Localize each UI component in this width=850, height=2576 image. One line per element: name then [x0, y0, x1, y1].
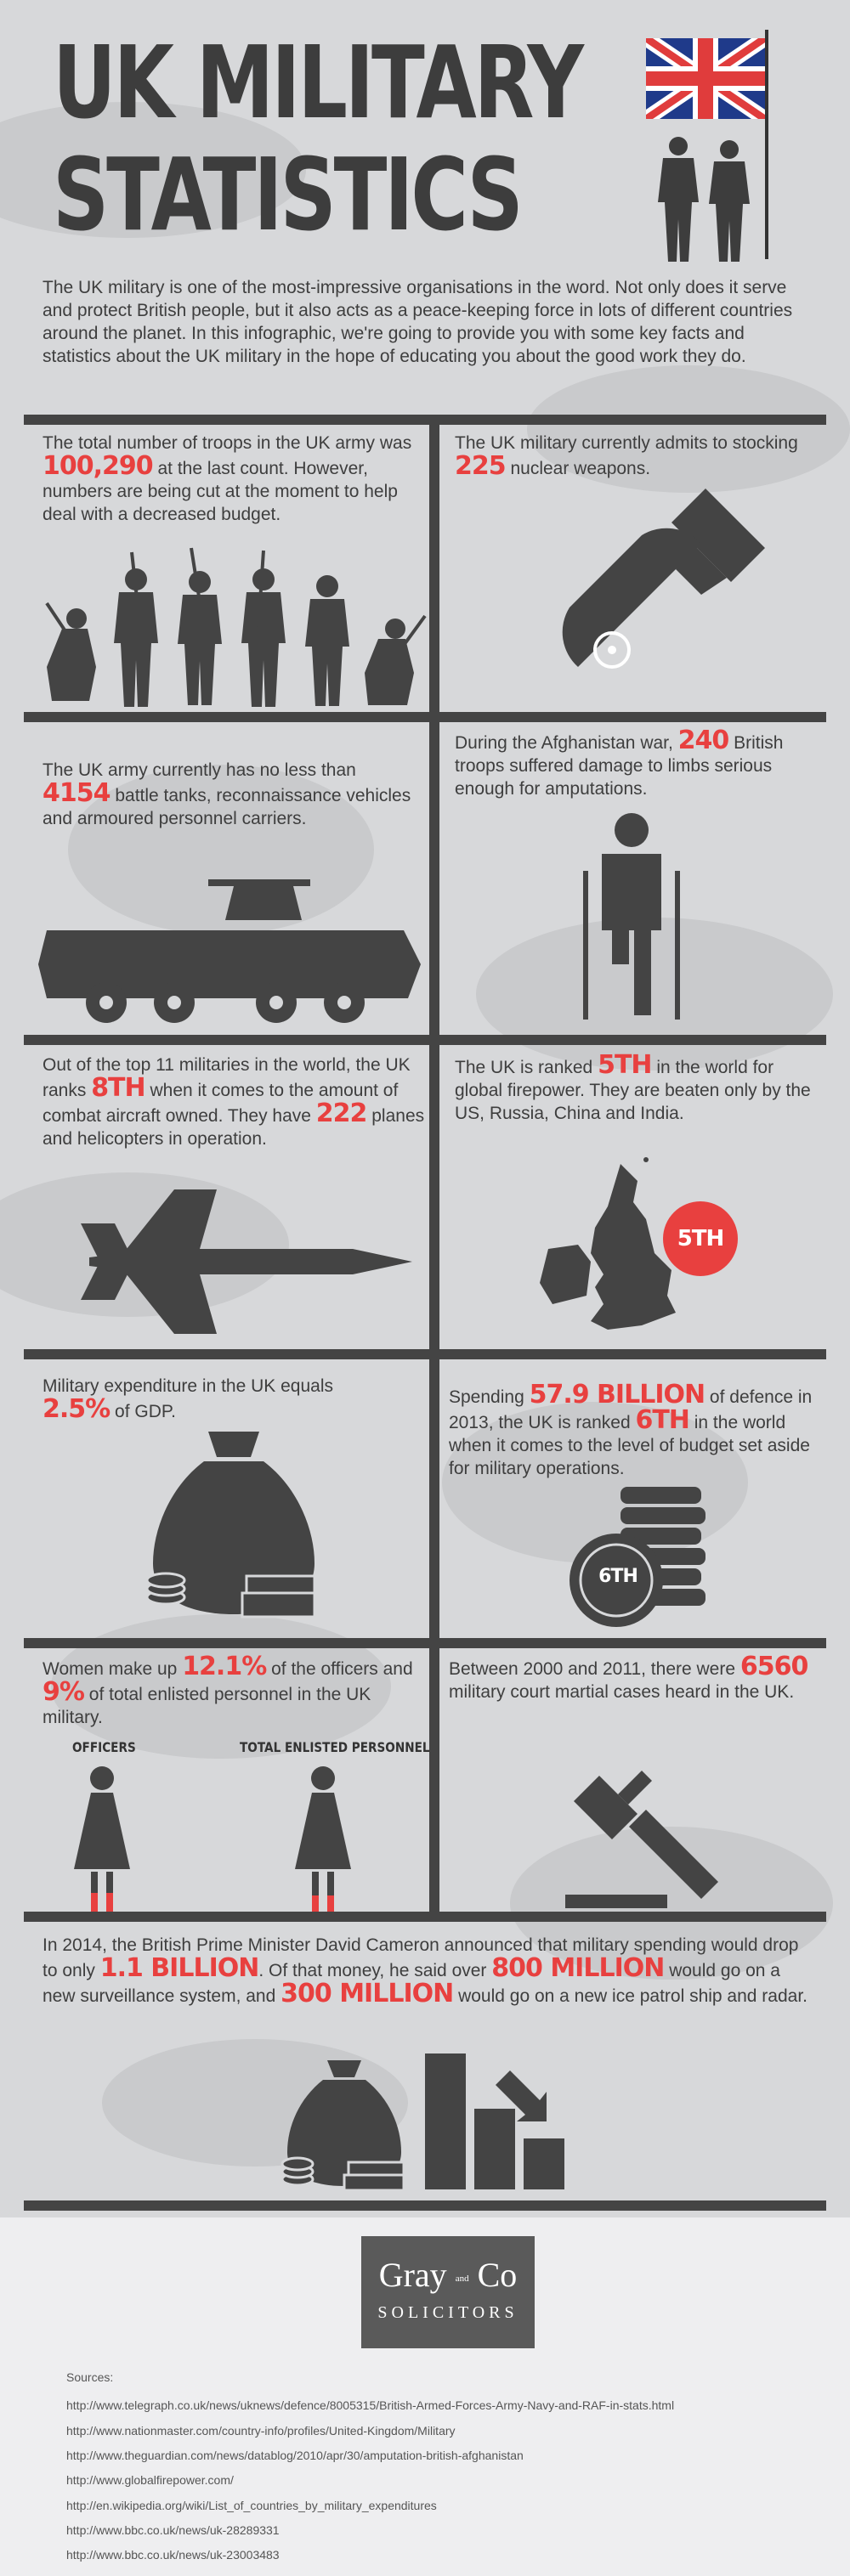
divider	[24, 1638, 826, 1648]
source-link[interactable]: http://www.bbc.co.uk/news/uk-23003483	[66, 2548, 280, 2562]
female-officer-icon	[74, 1766, 130, 1912]
divider	[24, 1035, 826, 1045]
tanks-text: The UK army currently has no less than 4…	[42, 760, 411, 828]
sources-heading: Sources:	[66, 2370, 114, 2384]
divider	[429, 415, 439, 1922]
aircraft-text: Out of the top 11 militaries in the worl…	[42, 1055, 425, 1149]
bomb-icon	[562, 489, 765, 669]
fighter-jet-icon	[81, 1189, 412, 1334]
divider	[24, 1912, 826, 1922]
source-link[interactable]: http://www.nationmaster.com/country-info…	[66, 2424, 456, 2438]
camouflage-background	[0, 102, 850, 2166]
firepower-text: The UK is ranked 5TH in the world for gl…	[455, 1050, 811, 1124]
amputations-text: During the Afghanistan war, 240 British …	[455, 726, 784, 799]
spending-text: In 2014, the British Prime Minister Davi…	[42, 1935, 808, 2008]
officers-label: OFFICERS	[72, 1739, 136, 1755]
source-link[interactable]: http://en.wikipedia.org/wiki/List_of_cou…	[66, 2499, 437, 2512]
source-link[interactable]: http://www.bbc.co.uk/news/uk-28289331	[66, 2523, 280, 2537]
divider	[24, 415, 826, 425]
troops-text: The total number of troops in the UK arm…	[42, 433, 412, 524]
gavel-icon	[565, 1771, 718, 1908]
money-bag-icon	[145, 1432, 316, 1618]
title-line-2: STATISTICS	[53, 136, 524, 253]
coin-stack-icon	[570, 1487, 706, 1627]
rank-5th-badge: 5TH	[663, 1201, 738, 1276]
intro-paragraph: The UK military is one of the most-impre…	[42, 278, 793, 366]
coin-label: 6TH	[598, 1566, 638, 1587]
divider	[24, 1349, 826, 1359]
title-line-1: UK MILITARY	[53, 24, 584, 141]
source-link[interactable]: http://www.theguardian.com/news/datablog…	[66, 2449, 524, 2462]
soldiers-icon	[45, 547, 427, 707]
money-bag-small-icon	[280, 2060, 405, 2192]
female-enlisted-icon	[295, 1766, 351, 1912]
budget-text: Spending 57.9 BILLION of defence in 2013…	[449, 1380, 813, 1479]
gray-and-co-logo: Gray and Co SOLICITORS	[361, 2236, 535, 2348]
source-link[interactable]: http://www.telegraph.co.uk/news/uknews/d…	[66, 2398, 675, 2412]
nuclear-text: The UK military currently admits to stoc…	[455, 433, 798, 481]
divider	[24, 2200, 826, 2211]
armoured-vehicle-icon	[38, 879, 421, 1023]
source-link[interactable]: http://www.globalfirepower.com/	[66, 2473, 234, 2487]
enlisted-label: TOTAL ENLISTED PERSONNEL	[240, 1739, 430, 1755]
divider	[24, 712, 826, 722]
women-text: Women make up 12.1% of the officers and …	[42, 1652, 413, 1728]
declining-bar-icon	[425, 2053, 564, 2189]
soldiers-flag-icon	[646, 30, 768, 262]
court-martial-text: Between 2000 and 2011, there were 6560 m…	[449, 1652, 808, 1703]
uk-map-icon	[540, 1157, 676, 1330]
expenditure-text: Military expenditure in the UK equals 2.…	[42, 1376, 334, 1424]
amputee-icon	[583, 813, 680, 1020]
